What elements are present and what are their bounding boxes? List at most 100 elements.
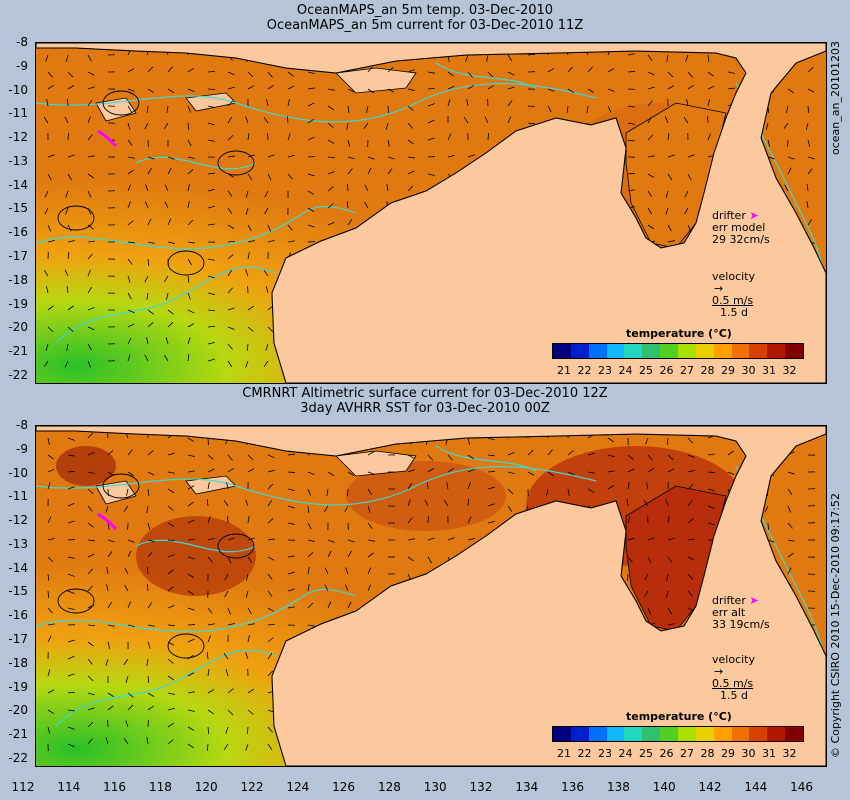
- current-vector: [45, 343, 49, 351]
- current-vector: [247, 468, 255, 473]
- current-vector: [327, 539, 335, 543]
- current-vector: [687, 556, 695, 561]
- y-tick-label: -15: [8, 201, 28, 216]
- x-tick-label: 132: [469, 780, 493, 794]
- y-tick-label: -17: [8, 248, 28, 263]
- current-vector: [267, 173, 272, 181]
- current-vector: [507, 54, 513, 62]
- current-vector: [427, 103, 435, 107]
- current-vector: [647, 116, 652, 124]
- current-vector: [147, 675, 150, 684]
- current-vector: [267, 224, 271, 232]
- current-vector: [207, 454, 214, 460]
- y-tick-label: -8: [16, 35, 28, 49]
- current-vector: [265, 343, 269, 351]
- y-tick-label: -13: [8, 536, 28, 551]
- current-vector: [65, 54, 69, 62]
- warm-pool: [56, 446, 116, 486]
- current-vector: [327, 88, 335, 91]
- current-vector: [47, 305, 54, 311]
- drifter-label: drifter: [712, 209, 746, 222]
- current-vector: [47, 709, 55, 715]
- current-vector: [227, 709, 234, 716]
- current-vector: [627, 53, 635, 56]
- current-vector: [207, 482, 210, 490]
- current-vector: [167, 156, 175, 160]
- current-vector: [647, 224, 655, 230]
- y-tick-label: -18: [8, 272, 28, 287]
- current-vector: [587, 488, 595, 493]
- current-vector: [147, 218, 152, 226]
- current-vector: [187, 454, 195, 458]
- current-vector: [247, 326, 254, 332]
- current-vector: [287, 71, 294, 77]
- current-vector: [307, 102, 315, 107]
- island: [335, 67, 417, 94]
- current-vector: [467, 71, 473, 78]
- current-vector: [307, 602, 314, 609]
- colorbar-segment: [606, 344, 625, 358]
- current-vector: [327, 171, 335, 175]
- current-vector: [687, 483, 694, 490]
- current-vector: [487, 437, 495, 441]
- current-vector: [344, 505, 349, 513]
- current-vector: [447, 154, 455, 158]
- current-vector: [465, 54, 469, 62]
- colorbar-segment: [785, 727, 804, 741]
- current-vector: [127, 601, 131, 609]
- y-tick-label: -10: [8, 465, 28, 480]
- current-vector: [127, 169, 134, 175]
- current-vector: [87, 134, 93, 141]
- current-vector: [144, 354, 149, 362]
- current-vector: [247, 688, 255, 694]
- current-vector: [146, 737, 149, 745]
- current-vector: [87, 343, 92, 351]
- current-vector: [426, 481, 429, 490]
- current-vector: [67, 607, 75, 610]
- current-vector: [346, 488, 349, 497]
- current-vector: [327, 156, 336, 159]
- current-vector: [487, 132, 490, 141]
- current-vector: [807, 168, 813, 175]
- current-vector: [164, 354, 169, 362]
- colorbar-tick-label: 30: [741, 364, 756, 377]
- current-vector: [47, 623, 55, 626]
- x-tick-label: 122: [240, 780, 264, 794]
- colorbar-tick-label: 29: [721, 747, 735, 760]
- current-vector: [167, 539, 176, 542]
- x-tick-label: 118: [148, 780, 172, 794]
- current-vector: [367, 156, 375, 160]
- current-vector: [307, 471, 315, 476]
- y-tick-label: -12: [8, 513, 28, 528]
- current-vector: [407, 88, 415, 91]
- current-vector: [167, 241, 175, 244]
- current-vector: [647, 607, 651, 615]
- current-vector: [267, 573, 273, 580]
- current-vector: [187, 470, 195, 473]
- current-vector: [87, 86, 95, 90]
- current-vector: [786, 105, 789, 113]
- current-vector: [207, 726, 210, 735]
- current-vector: [367, 471, 375, 475]
- depth-contour: [36, 588, 357, 633]
- current-vector: [666, 573, 669, 581]
- current-vector: [807, 218, 813, 226]
- current-vector: [207, 205, 215, 209]
- current-vector: [187, 122, 190, 130]
- current-vector: [367, 539, 375, 542]
- current-vector: [707, 71, 714, 77]
- current-vector: [307, 624, 315, 627]
- current-vector: [627, 537, 635, 541]
- current-vector: [127, 241, 135, 244]
- current-vector: [687, 538, 695, 541]
- current-vector: [427, 119, 435, 124]
- current-vector: [47, 726, 50, 734]
- current-vector: [163, 122, 169, 130]
- current-vector: [787, 505, 791, 513]
- current-vector: [467, 498, 469, 507]
- current-vector: [87, 432, 94, 439]
- current-vector: [223, 653, 229, 660]
- current-vector: [247, 85, 255, 90]
- current-vector: [324, 567, 329, 575]
- current-vector: [227, 360, 233, 368]
